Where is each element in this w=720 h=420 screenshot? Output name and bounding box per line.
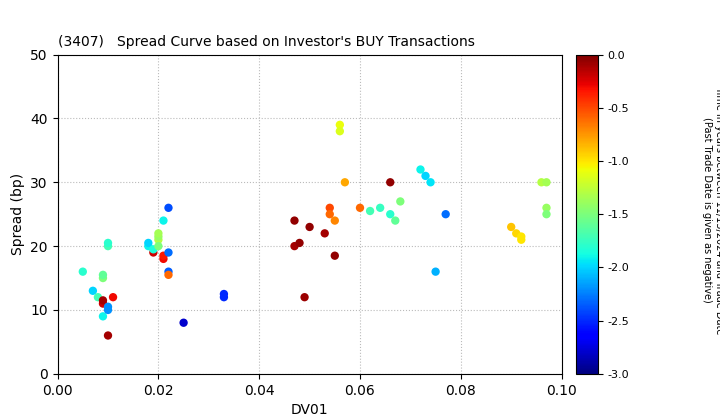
Point (364, 207, 376, 214)
Point (395, 198, 406, 205)
Point (102, 303, 114, 310)
Point (440, 211, 451, 218)
Point (374, 205, 386, 211)
Point (505, 223, 517, 230)
Point (97, 275, 109, 281)
Point (536, 179, 547, 186)
Point (541, 211, 552, 218)
Point (102, 332, 114, 339)
Point (178, 319, 189, 326)
X-axis label: DV01: DV01 (291, 403, 328, 417)
Point (148, 246, 159, 253)
Point (97, 313, 109, 320)
Point (510, 230, 522, 237)
Text: Time in years between 11/15/2024 and Trade Date
(Past Trade Date is given as neg: Time in years between 11/15/2024 and Tra… (702, 86, 720, 334)
Point (102, 239, 114, 246)
Point (153, 230, 164, 237)
Point (92, 294, 104, 301)
Point (143, 239, 154, 246)
Point (415, 166, 426, 173)
Point (329, 252, 341, 259)
Point (299, 294, 310, 301)
Point (87, 287, 99, 294)
Point (319, 230, 330, 237)
Point (334, 128, 346, 134)
Point (289, 217, 300, 224)
Point (153, 236, 164, 243)
Point (218, 291, 230, 297)
Point (324, 211, 336, 218)
Point (425, 179, 436, 186)
Point (541, 205, 552, 211)
Point (294, 239, 305, 246)
Point (384, 179, 396, 186)
Point (334, 121, 346, 128)
Point (516, 233, 527, 240)
Point (541, 179, 552, 186)
Point (329, 217, 341, 224)
Point (102, 307, 114, 313)
Point (163, 268, 174, 275)
Point (430, 268, 441, 275)
Point (158, 252, 169, 259)
Point (289, 243, 300, 249)
Point (420, 173, 431, 179)
Point (324, 205, 336, 211)
Point (148, 249, 159, 256)
Point (97, 297, 109, 304)
Point (390, 217, 401, 224)
Point (516, 236, 527, 243)
Point (384, 211, 396, 218)
Point (107, 294, 119, 301)
Point (163, 271, 174, 278)
Point (163, 205, 174, 211)
Point (218, 294, 230, 301)
Point (77, 268, 89, 275)
Point (163, 249, 174, 256)
Point (153, 233, 164, 240)
Point (97, 300, 109, 307)
Point (339, 179, 351, 186)
Point (153, 243, 164, 249)
Point (102, 243, 114, 249)
Point (158, 255, 169, 262)
Point (304, 223, 315, 230)
Point (143, 243, 154, 249)
Point (354, 205, 366, 211)
Point (97, 271, 109, 278)
Text: (3407)   Spread Curve based on Investor's BUY Transactions: (3407) Spread Curve based on Investor's … (58, 35, 474, 49)
Y-axis label: Spread (bp): Spread (bp) (11, 173, 24, 255)
Point (158, 217, 169, 224)
